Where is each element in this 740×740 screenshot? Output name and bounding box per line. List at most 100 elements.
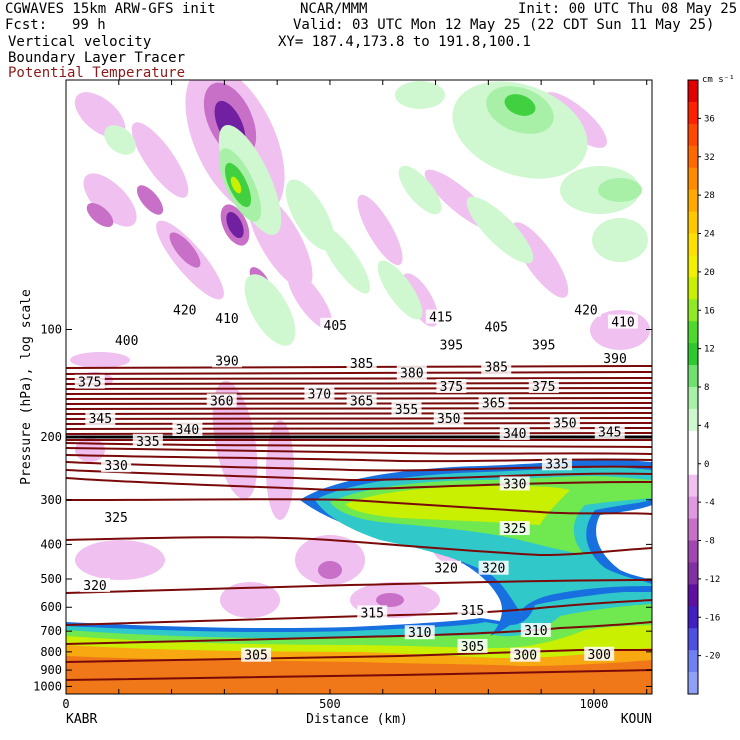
theta-label: 375 <box>532 380 555 395</box>
theta-label-bg <box>346 393 377 408</box>
theta-label-bg <box>241 647 272 662</box>
y-tick-label: 200 <box>40 430 62 444</box>
theta-label-bg <box>396 365 427 380</box>
colorbar-swatch <box>688 672 698 695</box>
theta-label: 305 <box>461 640 484 655</box>
theta-labels: 420 410 400 390 405 415 405 420 410 395 395 390 385 3… <box>74 302 638 664</box>
theta-label: 390 <box>215 354 238 369</box>
theta-label: 330 <box>503 477 526 492</box>
theta-label: 420 <box>574 304 597 319</box>
theta-label: 370 <box>308 387 331 402</box>
colorbar-tick-label: 36 <box>704 114 715 124</box>
theta-label: 410 <box>611 316 634 331</box>
colorbar-tick-label: -12 <box>704 575 720 585</box>
y-tick-label: 100 <box>40 322 62 336</box>
theta-label: 375 <box>440 380 463 395</box>
y-tick-label: 400 <box>40 537 62 551</box>
theta-label: 305 <box>244 649 267 664</box>
forecast-label: Fcst: <box>5 17 48 33</box>
colorbar-swatch <box>688 387 698 410</box>
y-tick-label: 700 <box>40 624 62 638</box>
theta-label-bg <box>425 309 456 324</box>
theta-label-bg <box>436 379 467 394</box>
theta-label-bg <box>346 355 377 370</box>
colorbar: 36 32 28 24 20 16 12 8 4 0 -4 -8 -12 -16 -20 cm s⁻¹ <box>687 75 735 695</box>
theta-label-bg <box>101 458 132 473</box>
theta-label: 420 <box>173 304 196 319</box>
colorbar-swatch <box>688 628 698 651</box>
colorbar-unit: cm s⁻¹ <box>702 75 735 85</box>
org-label: NCAR/MMM <box>300 1 368 17</box>
theta-label-bg <box>304 386 335 401</box>
theta-label-bg <box>457 602 488 617</box>
theta-label: 350 <box>553 416 576 431</box>
theta-label-bg <box>528 337 559 352</box>
field-potential-temperature: Potential Temperature <box>8 65 186 81</box>
colorbar-swatch <box>688 606 698 629</box>
colorbar-tick-label: 20 <box>704 268 715 278</box>
theta-label: 320 <box>83 579 106 594</box>
theta-label-bg <box>212 353 243 368</box>
colorbar-swatch <box>688 430 698 454</box>
theta-label-bg <box>584 646 615 661</box>
colorbar-swatch <box>688 189 698 213</box>
theta-label-bg <box>478 560 509 575</box>
x-tick-label: 500 <box>319 697 341 711</box>
field-boundary-layer-tracer: Boundary Layer Tracer <box>8 50 186 66</box>
theta-label: 415 <box>429 311 452 326</box>
theta-label-bg <box>433 411 464 426</box>
colorbar-swatch <box>688 408 698 432</box>
theta-label-bg <box>499 521 530 536</box>
theta-label: 385 <box>485 361 508 376</box>
theta-label: 300 <box>587 648 610 663</box>
colorbar-swatch <box>688 518 698 541</box>
theta-label-bg <box>431 560 462 575</box>
theta-label-bg <box>101 509 132 524</box>
theta-label: 335 <box>136 435 159 450</box>
theta-label-bg <box>600 350 631 365</box>
colorbar-swatch <box>688 562 698 585</box>
theta-label-bg <box>357 605 388 620</box>
colorbar-tick-label: 12 <box>704 345 715 355</box>
theta-label: 410 <box>215 312 238 327</box>
theta-label-bg <box>212 311 243 326</box>
theta-label-bg <box>478 395 509 410</box>
theta-label: 390 <box>603 352 626 367</box>
theta-label: 405 <box>485 320 508 335</box>
theta-label: 380 <box>400 367 423 382</box>
theta-label: 315 <box>461 604 484 619</box>
colorbar-tick-label: 8 <box>704 383 709 393</box>
theta-label-bg <box>172 421 203 436</box>
x-axis-label: Distance (km) <box>306 712 408 727</box>
colorbar-tick-label: 24 <box>704 230 715 240</box>
cross-section-coords: XY= 187.4,173.8 to 191.8,100.1 <box>278 34 531 50</box>
y-tick-label: 600 <box>40 600 62 614</box>
colorbar-swatch <box>688 211 698 234</box>
theta-label-bg <box>549 415 580 430</box>
theta-label: 325 <box>503 522 526 537</box>
x-tick-label: 1000 <box>579 697 608 711</box>
theta-label-bg <box>436 337 467 352</box>
colorbar-tick-label: 0 <box>704 460 709 470</box>
theta-label: 310 <box>408 626 431 641</box>
y-tick-label: 500 <box>40 572 62 586</box>
colorbar-swatch <box>688 343 698 366</box>
x-tick-label: 0 <box>62 697 69 711</box>
theta-label: 405 <box>324 319 347 334</box>
colorbar-swatch <box>688 321 698 344</box>
init-time: Init: 00 UTC Thu 08 May 25 <box>518 1 738 17</box>
theta-label: 385 <box>350 357 373 372</box>
theta-label: 360 <box>210 394 233 409</box>
colorbar-swatch <box>688 299 698 322</box>
theta-label: 335 <box>545 457 568 472</box>
theta-label: 345 <box>89 412 112 427</box>
colorbar-tick-label: -20 <box>704 652 720 662</box>
model-title: CGWAVES 15km ARW-GFS init <box>5 1 216 17</box>
theta-label-bg <box>206 393 237 408</box>
colorbar-swatch <box>688 101 698 125</box>
valid-time: Valid: 03 UTC Mon 12 May 25 (22 CDT Sun … <box>293 17 715 33</box>
colorbar-tick-label: -8 <box>704 537 715 547</box>
colorbar-swatch <box>688 474 698 498</box>
y-tick-label: 800 <box>40 645 62 659</box>
